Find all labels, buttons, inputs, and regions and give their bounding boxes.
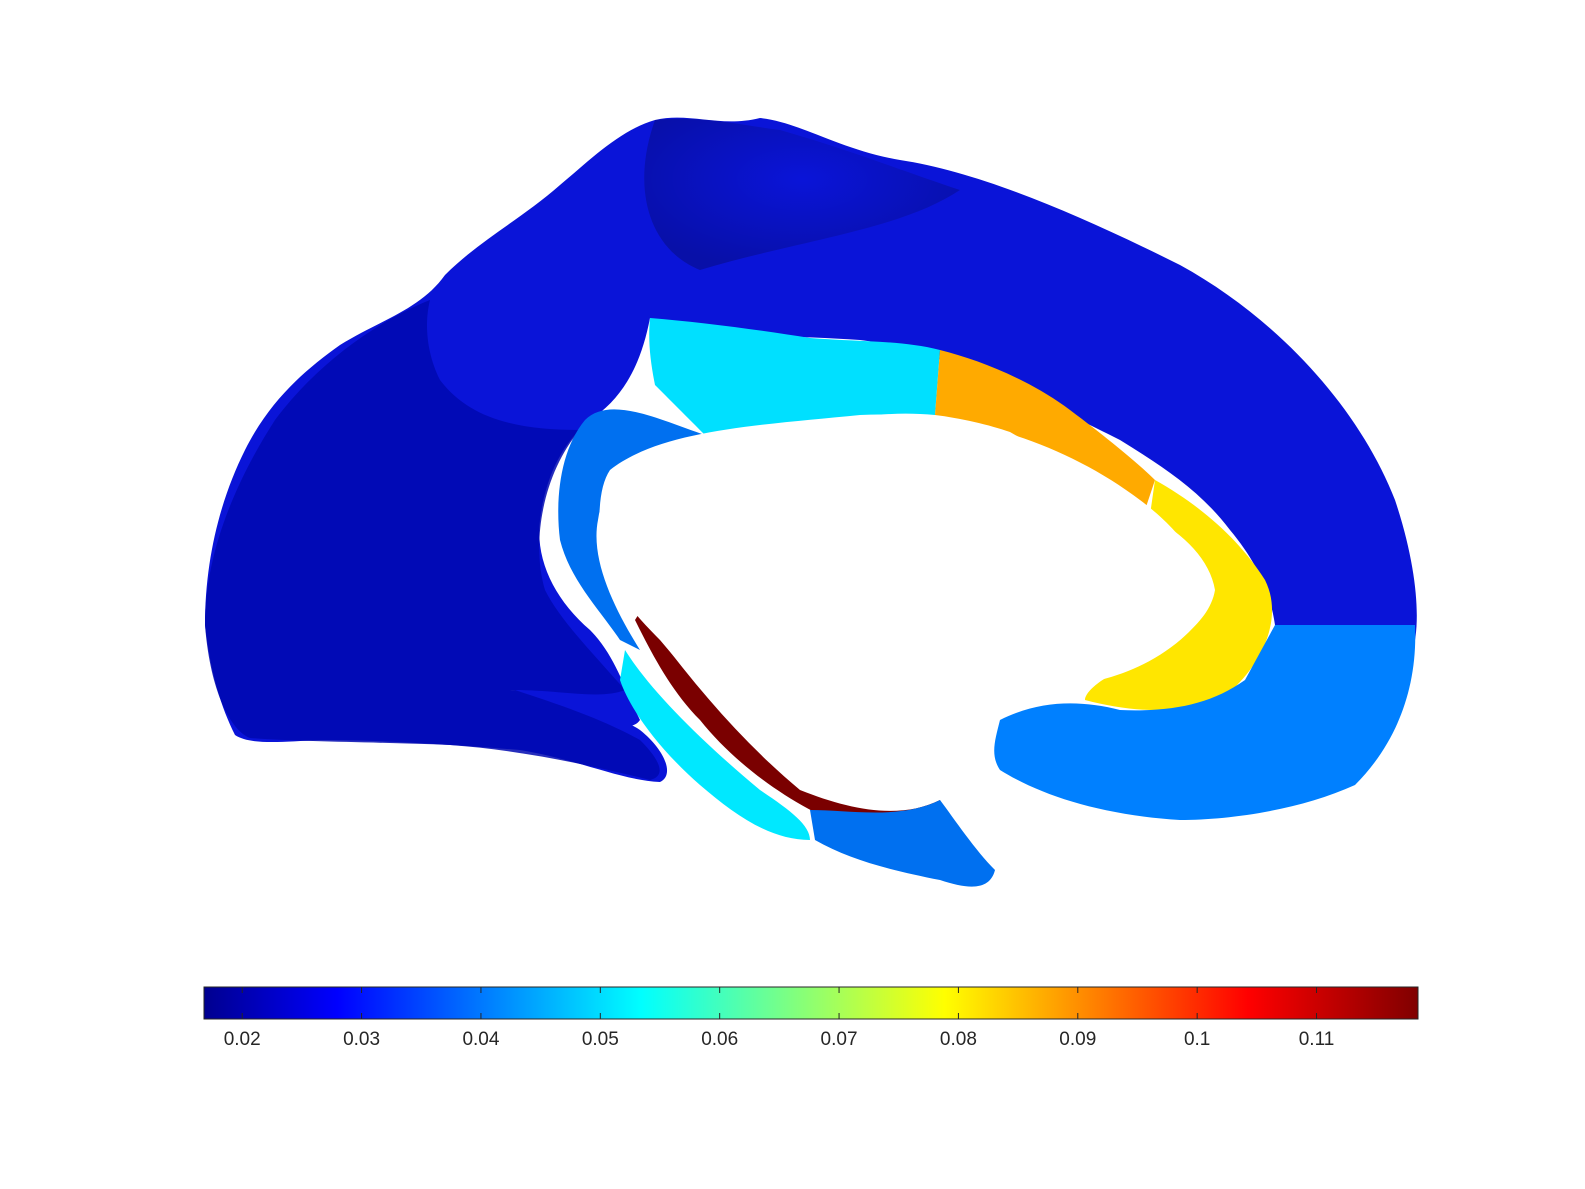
colorbar-tick-label: 0.02 (224, 1029, 261, 1050)
colorbar-tick-label: 0.09 (1059, 1029, 1096, 1050)
colorbar: 0.02 0.03 0.04 0.05 0.06 0.07 0.08 0.09 0.1 0.11 (203, 986, 1419, 1050)
cingulate-mid-region (935, 350, 1155, 510)
callosal-gap (599, 414, 1206, 808)
cingulate-posterior-region (1085, 480, 1273, 711)
colorbar-tick-label: 0.04 (462, 1029, 499, 1050)
brain-surface (205, 117, 1417, 887)
occipital-region (205, 300, 660, 780)
colorbar-tick-label: 0.06 (701, 1029, 738, 1050)
colorbar-tick-label: 0.07 (821, 1029, 858, 1050)
colorbar-ticks: 0.02 0.03 0.04 0.05 0.06 0.07 0.08 0.09 0.1 0.11 (224, 987, 1335, 1050)
colorbar-tick-label: 0.05 (582, 1029, 619, 1050)
colorbar-gradient (203, 986, 1419, 1020)
isthmus-region (994, 625, 1416, 820)
colorbar-tick-label: 0.08 (940, 1029, 977, 1050)
cingulate-anterior-region (649, 318, 940, 435)
parahippocampal-region (620, 650, 810, 840)
colorbar-tick-label: 0.03 (343, 1029, 380, 1050)
colorbar-tick-label: 0.11 (1299, 1029, 1335, 1050)
uncus-region (810, 800, 995, 887)
fold-shading (644, 118, 960, 270)
colorbar-tick-label: 0.1 (1184, 1029, 1210, 1050)
cingulate-inner-left-region (558, 409, 705, 650)
